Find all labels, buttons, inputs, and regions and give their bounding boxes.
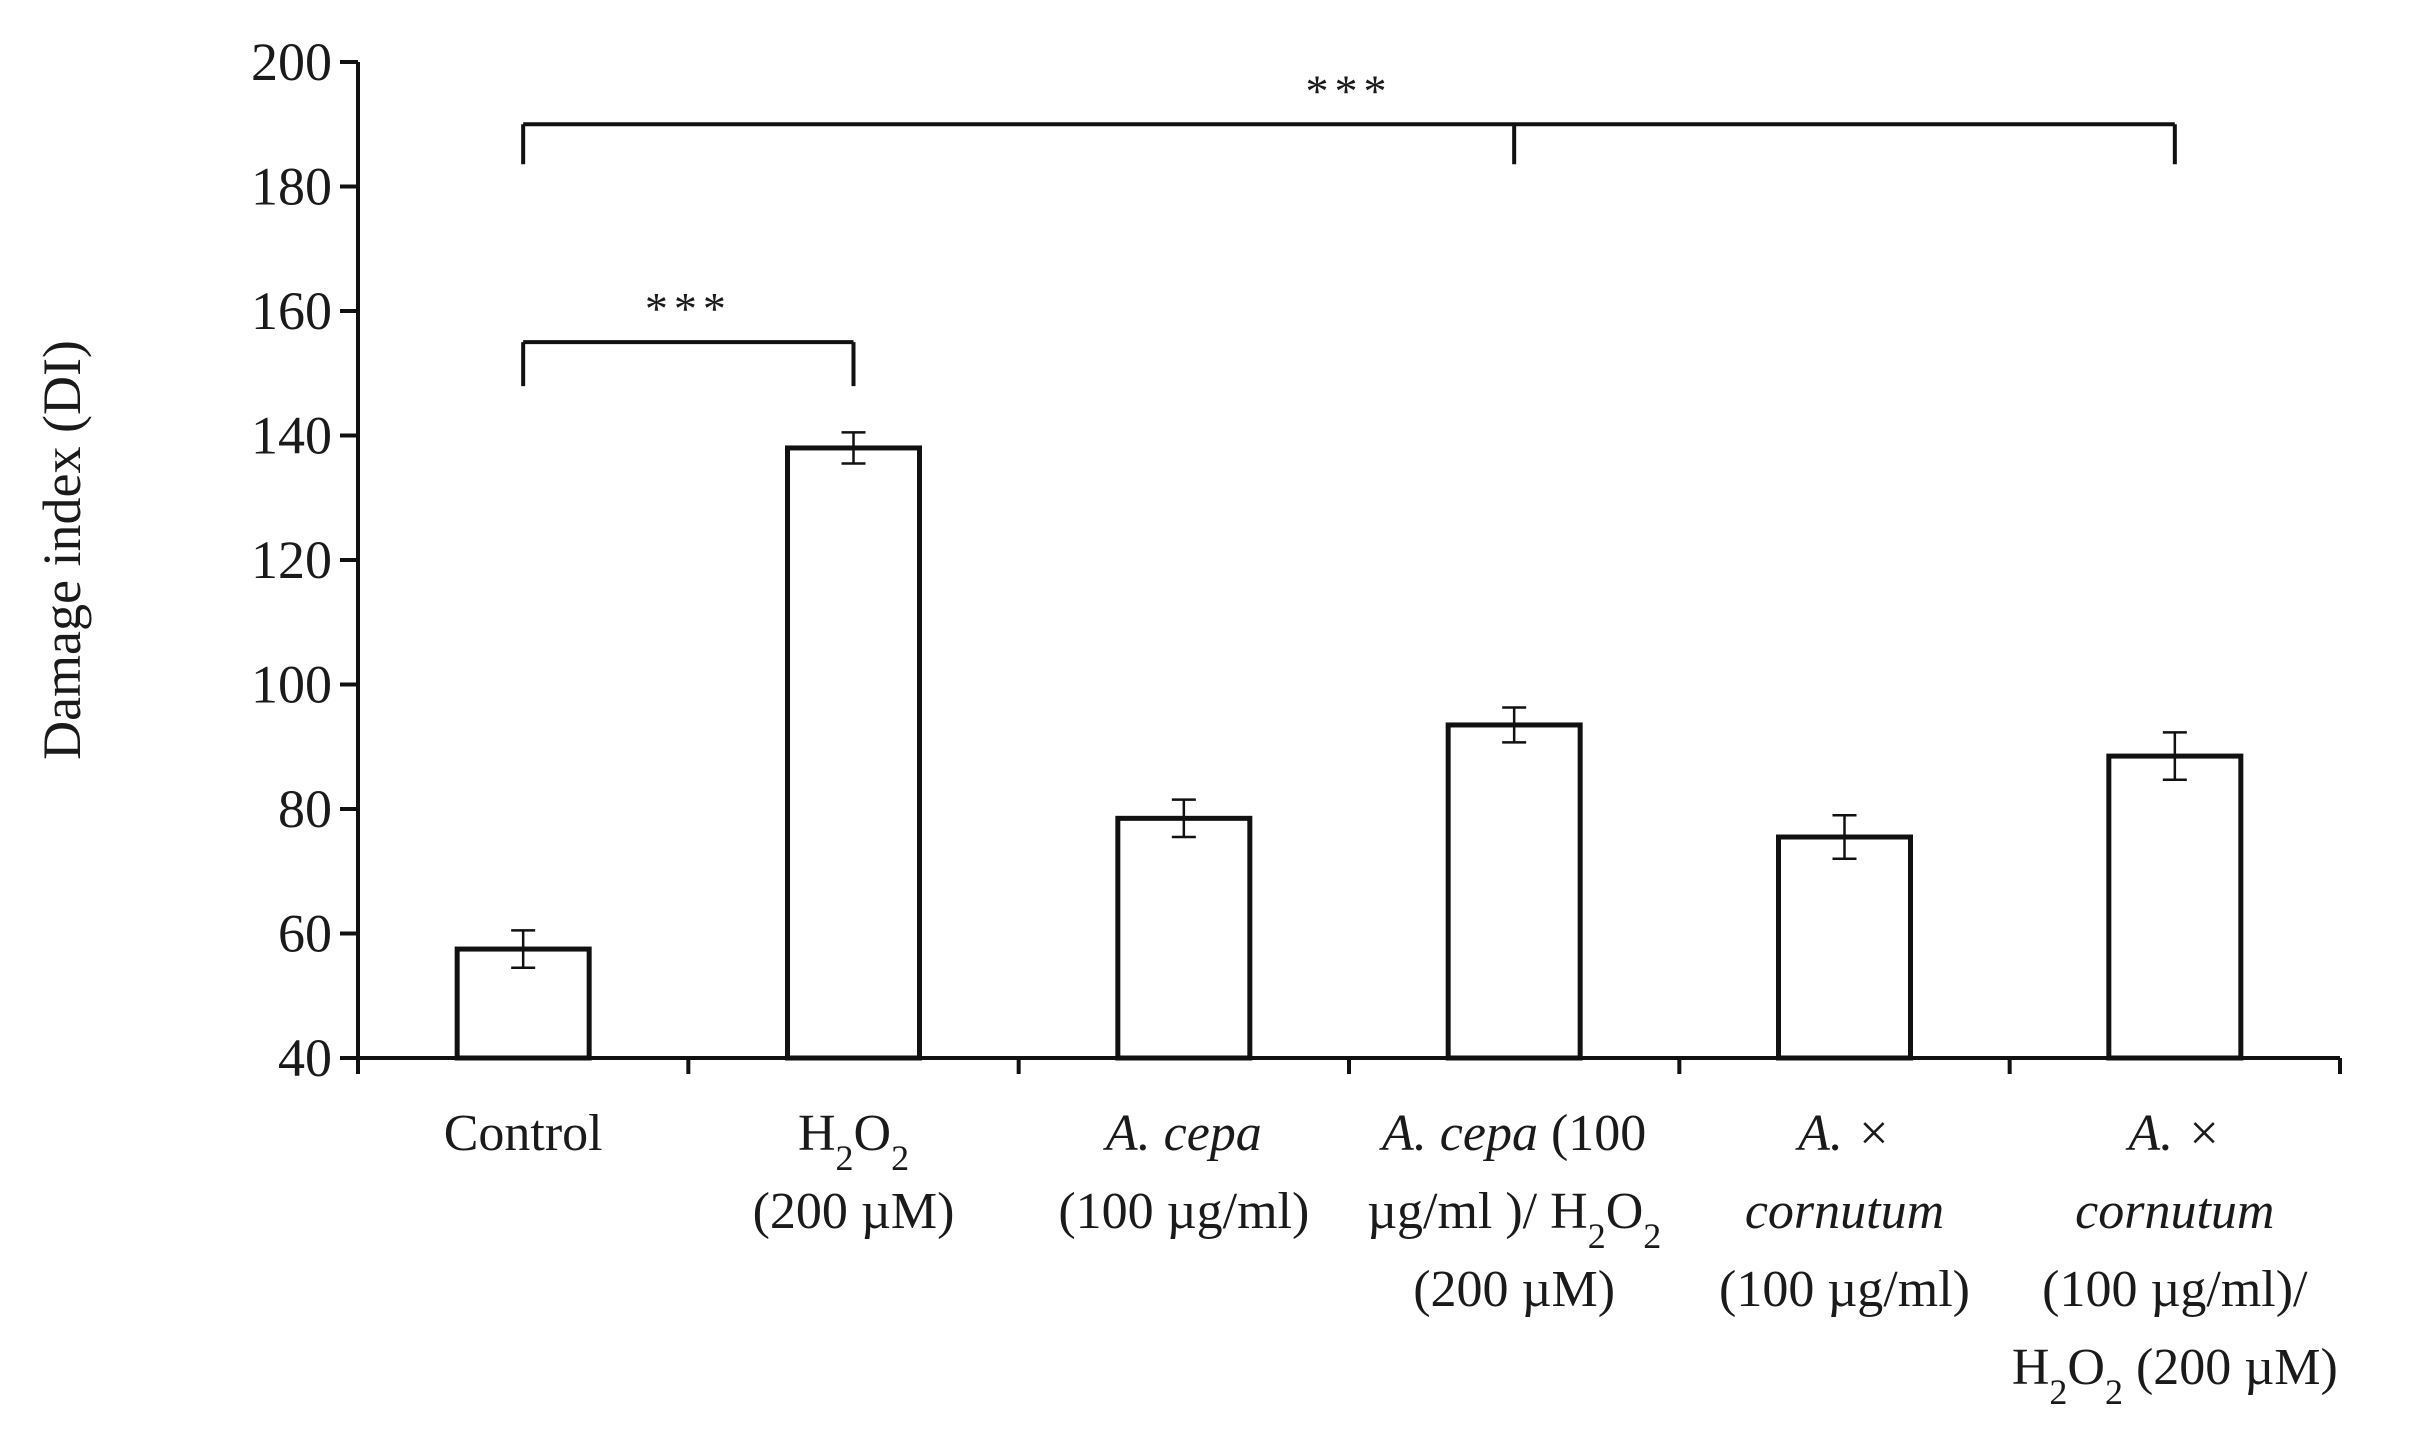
error-bar (1502, 706, 1527, 744)
bars-layer (454, 431, 2244, 1061)
significance-bracket: *** (521, 283, 856, 387)
error-bar (2162, 731, 2187, 781)
bar (2106, 753, 2244, 1061)
bar (785, 445, 922, 1061)
y-tick-label: 200 (251, 32, 332, 92)
error-bar (511, 929, 536, 969)
y-tick-label: 160 (251, 281, 332, 341)
significance-label: *** (645, 283, 732, 334)
x-category-label: A. × (2125, 1105, 2221, 1162)
y-tick-label: 140 (251, 406, 332, 466)
x-category-label: H2O2 (200 µM) (2012, 1339, 2338, 1412)
x-category-label: H2O2 (798, 1105, 909, 1178)
y-tick-label: 180 (251, 157, 332, 217)
x-category-label: (200 µM) (753, 1183, 955, 1240)
error-bar (1832, 813, 1857, 861)
error-bar (1171, 798, 1196, 839)
significance-bracket: *** (521, 65, 2177, 165)
y-tick-label: 40 (278, 1028, 332, 1088)
y-tick-label: 80 (278, 779, 332, 839)
x-category-label: cornutum (2075, 1183, 2274, 1240)
x-category-label: (200 µM) (1413, 1261, 1615, 1318)
bar (1445, 722, 1583, 1061)
x-category-label: cornutum (1745, 1183, 1944, 1240)
y-tick-label: 100 (251, 655, 332, 715)
x-category-label: (100 µg/ml)/ (2042, 1261, 2308, 1318)
annotations-layer: *** *** (521, 65, 2177, 387)
x-category-label: A. × (1795, 1105, 1891, 1162)
y-tick-label: 120 (251, 530, 332, 590)
y-axis-label: Damage index (DI) (32, 340, 92, 760)
x-category-label: (100 µg/ml) (1719, 1261, 1970, 1318)
y-tick-label: 60 (278, 904, 332, 964)
bar (1115, 815, 1253, 1061)
bar (1776, 834, 1913, 1061)
x-category-label: A. cepa (100 (1379, 1105, 1646, 1162)
x-category-label: (100 µg/ml) (1058, 1183, 1309, 1240)
significance-label: *** (1306, 65, 1393, 116)
x-category-label: Control (444, 1105, 603, 1162)
x-category-label: µg/ml )/ H2O2 (1367, 1183, 1661, 1256)
error-bar (841, 431, 866, 465)
x-category-label: A. cepa (1103, 1105, 1262, 1162)
